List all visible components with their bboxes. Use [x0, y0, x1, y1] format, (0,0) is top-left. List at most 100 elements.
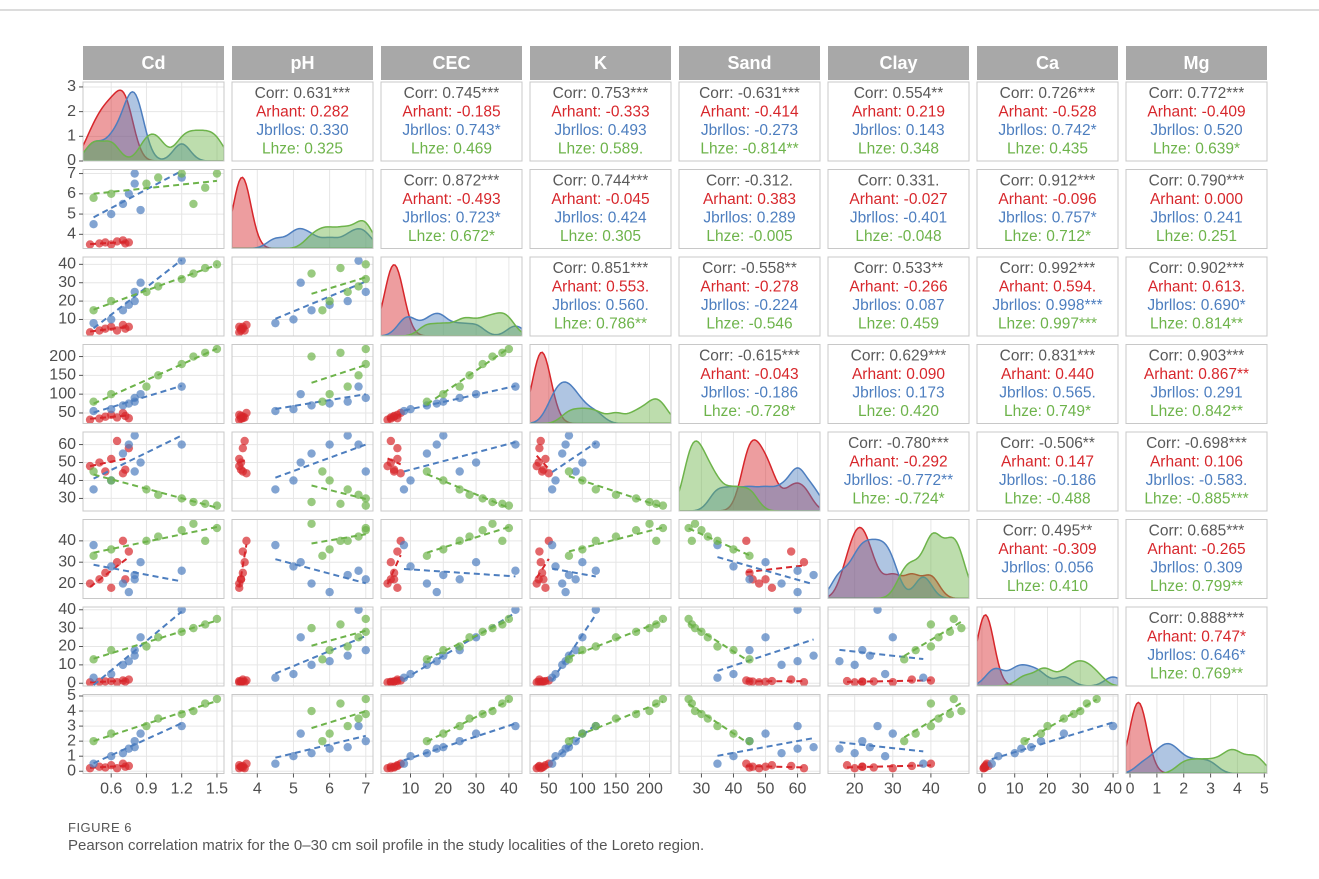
- point: [478, 359, 487, 369]
- point: [325, 744, 334, 753]
- panel: [1126, 519, 1267, 599]
- point: [754, 579, 764, 588]
- column-strip: [83, 46, 224, 80]
- point: [354, 371, 363, 380]
- point: [107, 315, 116, 324]
- point: [89, 467, 98, 476]
- panel-border: [231, 694, 374, 774]
- point: [271, 485, 280, 494]
- point: [786, 675, 796, 684]
- panel: [977, 257, 1118, 336]
- y-tick-label: 10: [58, 656, 76, 673]
- regression-line: [93, 563, 182, 583]
- point: [777, 579, 786, 588]
- panel-border: [231, 344, 374, 424]
- correlation-text: Arhant: 0.383: [703, 191, 796, 208]
- correlation-text: Corr: -0.558**: [702, 260, 797, 277]
- regression-line: [89, 325, 129, 333]
- point: [142, 642, 151, 651]
- correlation-text: Lhze: 0.672*: [408, 228, 495, 245]
- regression-line: [535, 455, 550, 470]
- point: [343, 432, 352, 440]
- point: [578, 458, 587, 467]
- panel-border: [827, 256, 970, 337]
- point: [118, 449, 128, 458]
- point: [85, 240, 95, 249]
- correlation-text: Arhant: 0.553.: [552, 279, 649, 296]
- regression-line: [717, 638, 814, 672]
- point: [690, 706, 700, 716]
- point: [422, 579, 432, 588]
- regression-line: [717, 737, 814, 757]
- point: [189, 519, 198, 528]
- point: [761, 729, 770, 738]
- point: [361, 627, 370, 637]
- x-tick-label: 150: [603, 781, 630, 798]
- correlation-text: Jbrllos: 0.565.: [999, 385, 1096, 402]
- point: [154, 490, 163, 500]
- panel-border: [1125, 694, 1268, 774]
- panel: [381, 169, 522, 249]
- point: [212, 260, 222, 269]
- regression-line: [89, 764, 129, 769]
- density: [977, 613, 1118, 686]
- regression-line: [568, 475, 664, 509]
- regression-line: [403, 567, 516, 578]
- density: [232, 176, 373, 249]
- point: [793, 566, 802, 575]
- point: [325, 645, 334, 655]
- y-tick-label: 150: [49, 367, 76, 384]
- correlation-text: Jbrllos: 0.560.: [552, 297, 649, 314]
- point: [511, 607, 520, 614]
- panel-border: [529, 606, 672, 687]
- point: [361, 694, 370, 704]
- point: [571, 645, 580, 655]
- point: [564, 551, 574, 560]
- point: [318, 397, 327, 406]
- point: [455, 393, 464, 403]
- x-tick-label: 10: [402, 781, 420, 798]
- point: [873, 721, 882, 731]
- regression-line: [991, 721, 1114, 761]
- point: [361, 287, 370, 297]
- panel-border: [82, 431, 225, 512]
- point: [900, 736, 909, 746]
- point: [511, 440, 520, 449]
- correlation-text: Corr: 0.495**: [1003, 523, 1093, 540]
- point: [124, 761, 134, 771]
- panel: [232, 82, 373, 161]
- point: [809, 570, 818, 580]
- point: [107, 545, 116, 554]
- panel: [828, 257, 969, 336]
- point: [888, 633, 897, 642]
- point: [386, 558, 396, 567]
- point: [124, 656, 134, 666]
- panel: [828, 169, 969, 249]
- point: [343, 536, 352, 546]
- density: [679, 440, 820, 511]
- panel-border: [678, 694, 821, 774]
- point: [389, 465, 399, 474]
- column-strip: [381, 46, 522, 80]
- x-tick-label: 40: [500, 781, 518, 798]
- correlation-text: Lhze: 0.786**: [554, 316, 647, 333]
- regression-line: [688, 703, 751, 745]
- point: [130, 467, 139, 476]
- point: [793, 744, 802, 753]
- column-strip: [679, 46, 820, 80]
- point: [786, 761, 796, 771]
- point: [658, 523, 668, 533]
- point: [240, 436, 249, 446]
- y-tick-label: 40: [58, 532, 76, 549]
- regression-line: [551, 567, 596, 578]
- y-tick-label: 20: [58, 575, 76, 592]
- point: [89, 540, 98, 550]
- x-tick-label: 30: [693, 781, 711, 798]
- point: [478, 494, 487, 503]
- point: [124, 547, 134, 556]
- point: [136, 729, 145, 738]
- point: [271, 759, 280, 768]
- point: [652, 536, 661, 546]
- y-tick-label: 7: [67, 165, 76, 182]
- point: [296, 278, 305, 287]
